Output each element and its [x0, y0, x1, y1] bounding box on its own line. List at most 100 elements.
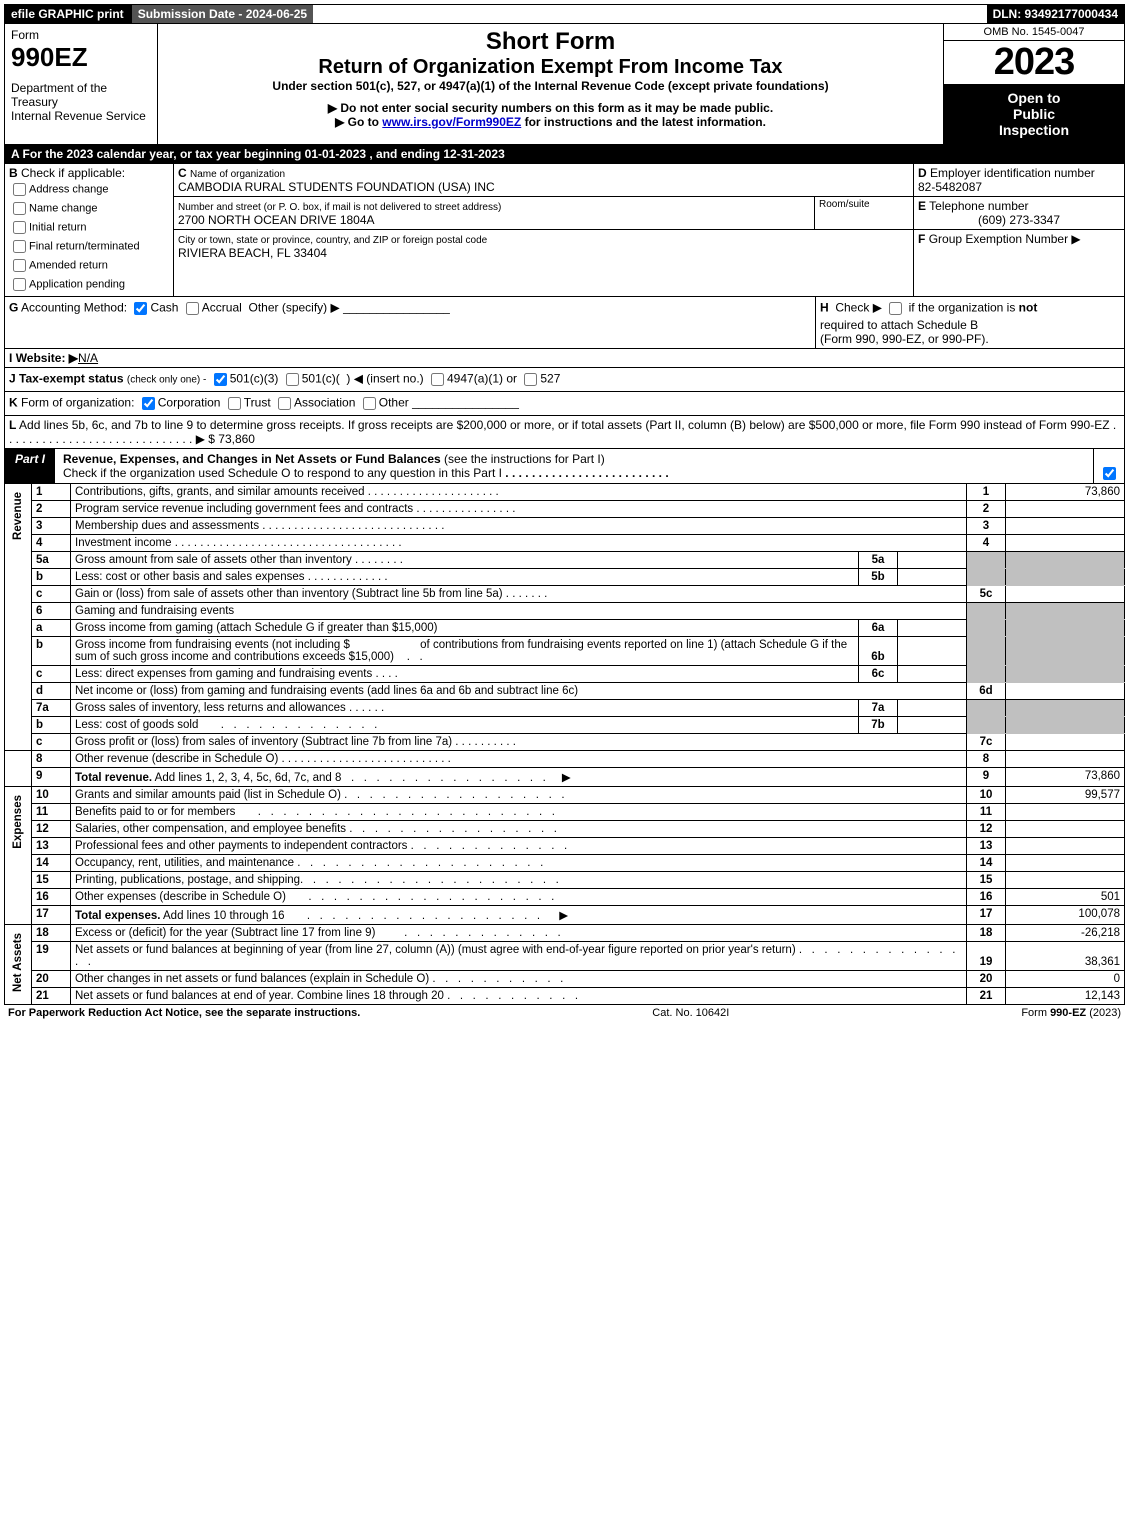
line-7b-subval [898, 717, 967, 734]
chk-4947[interactable] [431, 373, 444, 386]
line-3-num: 3 [32, 518, 71, 535]
footer-left: For Paperwork Reduction Act Notice, see … [8, 1007, 360, 1019]
line-5a-rval [1006, 552, 1125, 569]
line-3-desc: Membership dues and assessments . . . . … [71, 518, 967, 535]
line-7b-rnum [967, 717, 1006, 734]
line-7b-rval [1006, 717, 1125, 734]
line-2-val [1006, 501, 1125, 518]
chk-amended-return[interactable]: Amended return [9, 256, 169, 275]
line-18-rnum: 18 [967, 925, 1006, 942]
line-10-rnum: 10 [967, 787, 1006, 804]
line-21-val: 12,143 [1006, 988, 1125, 1005]
chk-corporation[interactable] [142, 397, 155, 410]
line-5b-rval [1006, 569, 1125, 586]
chk-other-org[interactable] [363, 397, 376, 410]
gross-receipts: $ 73,860 [208, 432, 255, 446]
line-8-rnum: 8 [967, 751, 1006, 768]
chk-527[interactable] [524, 373, 537, 386]
street-address: 2700 NORTH OCEAN DRIVE 1804A [178, 213, 375, 227]
line-2-rnum: 2 [967, 501, 1006, 518]
line-12-val [1006, 821, 1125, 838]
group-exemption-label: Group Exemption Number [929, 232, 1068, 246]
submission-date: Submission Date - 2024-06-25 [130, 5, 313, 23]
section-a-tax-year: A For the 2023 calendar year, or tax yea… [4, 145, 1125, 164]
line-1-val: 73,860 [1006, 484, 1125, 501]
line-6a-num: a [32, 620, 71, 637]
line-17-desc: Total expenses. Add lines 10 through 16 … [71, 906, 967, 925]
line-10-val: 99,577 [1006, 787, 1125, 804]
line-7a-rval [1006, 700, 1125, 717]
line-6b-subval [898, 637, 967, 666]
phone-label: Telephone number [929, 199, 1028, 213]
header-center: Short Form Return of Organization Exempt… [158, 24, 943, 144]
line-5c-val [1006, 586, 1125, 603]
chk-application-pending[interactable]: Application pending [9, 275, 169, 294]
line-10-desc: Grants and similar amounts paid (list in… [71, 787, 967, 804]
chk-name-change[interactable]: Name change [9, 199, 169, 218]
line-5b-rnum [967, 569, 1006, 586]
expenses-label: Expenses [5, 787, 32, 925]
section-k: K Form of organization: Corporation Trus… [4, 392, 1125, 416]
line-10-num: 10 [32, 787, 71, 804]
line-6a-rval [1006, 620, 1125, 637]
chk-schedule-b[interactable] [889, 302, 902, 315]
line-9-rnum: 9 [967, 768, 1006, 787]
section-l-text: Add lines 5b, 6c, and 7b to line 9 to de… [19, 418, 1110, 432]
line-6c-sub: 6c [859, 666, 898, 683]
line-7a-sub: 7a [859, 700, 898, 717]
page-footer: For Paperwork Reduction Act Notice, see … [4, 1005, 1125, 1021]
chk-501c[interactable] [286, 373, 299, 386]
line-6b-sub: 6b [859, 637, 898, 666]
line-4-num: 4 [32, 535, 71, 552]
line-6a-rnum [967, 620, 1006, 637]
chk-501c3[interactable] [214, 373, 227, 386]
org-name-label: Name of organization [190, 169, 285, 180]
line-5a-desc: Gross amount from sale of assets other t… [71, 552, 859, 569]
line-6b-rval [1006, 637, 1125, 666]
line-6a-subval [898, 620, 967, 637]
line-14-val [1006, 855, 1125, 872]
line-6a-desc: Gross income from gaming (attach Schedul… [71, 620, 859, 637]
chk-accrual[interactable] [186, 302, 199, 315]
form-url-link[interactable]: www.irs.gov/Form990EZ [382, 115, 521, 129]
chk-trust[interactable] [228, 397, 241, 410]
chk-final-return[interactable]: Final return/terminated [9, 237, 169, 256]
top-bar: efile GRAPHIC print Submission Date - 20… [4, 4, 1125, 24]
line-12-num: 12 [32, 821, 71, 838]
city-state-zip: RIVIERA BEACH, FL 33404 [178, 246, 327, 260]
line-6-rval [1006, 603, 1125, 620]
chk-association[interactable] [278, 397, 291, 410]
line-7a-desc: Gross sales of inventory, less returns a… [71, 700, 859, 717]
line-7b-num: b [32, 717, 71, 734]
line-11-rnum: 11 [967, 804, 1006, 821]
line-8-val [1006, 751, 1125, 768]
line-12-desc: Salaries, other compensation, and employ… [71, 821, 967, 838]
dln-number: DLN: 93492177000434 [987, 5, 1124, 23]
line-7a-num: 7a [32, 700, 71, 717]
chk-schedule-o-part1[interactable] [1103, 467, 1116, 480]
line-15-desc: Printing, publications, postage, and shi… [71, 872, 967, 889]
line-4-val [1006, 535, 1125, 552]
line-6c-rnum [967, 666, 1006, 683]
ein-label: Employer identification number [930, 166, 1095, 180]
chk-initial-return[interactable]: Initial return [9, 218, 169, 237]
row-gh: G Accounting Method: Cash Accrual Other … [4, 297, 1125, 349]
line-3-rnum: 3 [967, 518, 1006, 535]
form-word: Form [11, 28, 151, 42]
line-15-rnum: 15 [967, 872, 1006, 889]
line-19-num: 19 [32, 942, 71, 971]
line-12-rnum: 12 [967, 821, 1006, 838]
netassets-label: Net Assets [5, 925, 32, 1005]
line-5a-rnum [967, 552, 1006, 569]
chk-cash[interactable] [134, 302, 147, 315]
chk-address-change[interactable]: Address change [9, 180, 169, 199]
inspection-box: Open to Public Inspection [944, 84, 1124, 144]
line-18-num: 18 [32, 925, 71, 942]
line-6d-desc: Net income or (loss) from gaming and fun… [71, 683, 967, 700]
section-def: D Employer identification number 82-5482… [914, 164, 1124, 296]
line-6b-rnum [967, 637, 1006, 666]
line-11-val [1006, 804, 1125, 821]
efile-label[interactable]: efile GRAPHIC print [5, 5, 130, 23]
part1-title: Revenue, Expenses, and Changes in Net As… [55, 449, 1093, 483]
dept-treasury: Department of the Treasury [11, 81, 151, 109]
